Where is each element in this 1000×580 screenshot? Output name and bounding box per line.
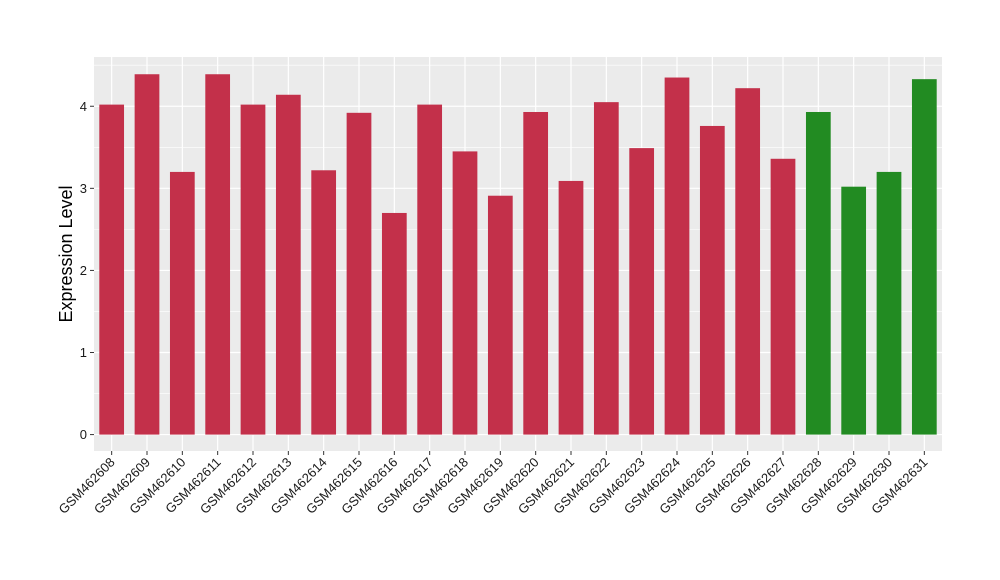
bar-GSM462611	[205, 74, 231, 435]
bar-GSM462616	[381, 212, 407, 435]
y-tick-label: 2	[80, 263, 87, 278]
bar-GSM462621	[558, 180, 584, 435]
y-tick-label: 1	[80, 345, 87, 360]
minor-gridlines	[94, 64, 942, 394]
bar-GSM462613	[275, 94, 301, 435]
plot-panel	[94, 57, 942, 451]
bar-GSM462623	[629, 148, 655, 435]
bar-GSM462609	[134, 74, 160, 435]
bar-GSM462615	[346, 112, 372, 435]
bar-GSM462622	[593, 102, 619, 435]
bar-GSM462614	[311, 170, 337, 435]
bar-GSM462612	[240, 104, 266, 435]
y-axis-title: Expression Level	[56, 185, 76, 322]
x-axis: GSM462608GSM462609GSM462610GSM462611GSM4…	[56, 451, 930, 517]
bar-GSM462618	[452, 151, 478, 435]
bar-GSM462619	[487, 195, 513, 435]
y-tick-label: 0	[80, 427, 87, 442]
bar-GSM462624	[664, 77, 690, 435]
bar-GSM462620	[523, 111, 549, 435]
bar-GSM462608	[99, 104, 125, 435]
bars	[99, 74, 937, 435]
bar-GSM462617	[417, 104, 443, 435]
bar-GSM462610	[169, 171, 195, 435]
bar-GSM462627	[770, 158, 796, 435]
bar-GSM462631	[911, 79, 937, 435]
y-tick-label: 3	[80, 181, 87, 196]
bar-GSM462626	[735, 88, 761, 435]
bar-GSM462625	[699, 125, 725, 435]
y-axis: 0 1 2 3 4	[80, 99, 94, 442]
bar-GSM462628	[805, 111, 831, 435]
bar-GSM462629	[841, 186, 867, 435]
bar-GSM462630	[876, 171, 902, 435]
y-tick-label: 4	[80, 99, 87, 114]
